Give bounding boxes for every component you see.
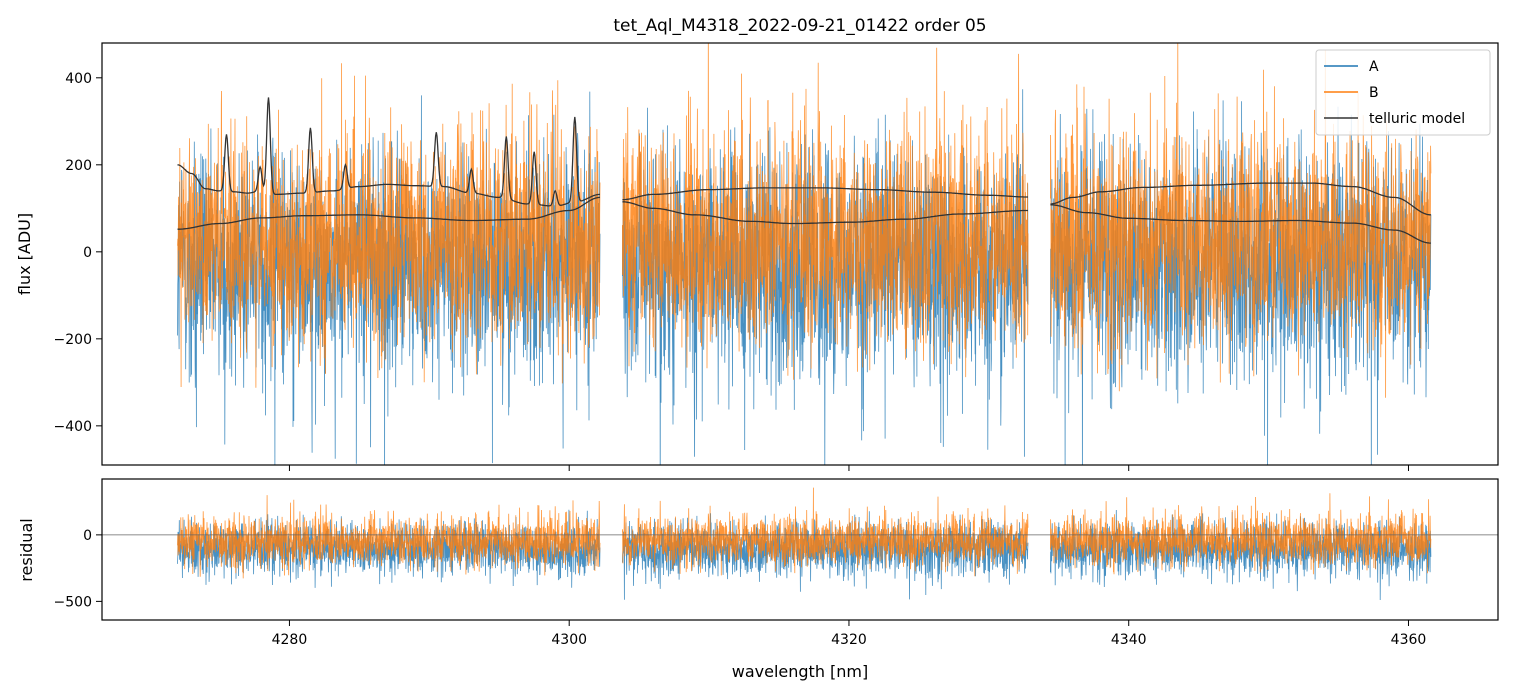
- legend: A B telluric model: [1315, 49, 1491, 136]
- chart-title: tet_Aql_M4318_2022-09-21_01422 order 05: [613, 16, 986, 36]
- top-ytick-label: 0: [83, 245, 92, 261]
- x-axis-label: wavelength [nm]: [732, 662, 869, 681]
- bottom-xtick-label: 4300: [551, 632, 587, 648]
- residual-series-b-segment-3: [1050, 493, 1432, 575]
- residual-series-b-segment-1: [177, 495, 601, 579]
- telluric-model-upper-segment-2: [622, 187, 1028, 201]
- top-series-a-segment-2: [622, 89, 1029, 465]
- top-ytick-label: −400: [54, 419, 92, 435]
- top-ytick-label: −200: [54, 332, 92, 348]
- top-axes-frame: [101, 42, 1499, 466]
- legend-label-a: A: [1369, 59, 1379, 75]
- top-series-b-segment-1: [177, 63, 601, 388]
- top-ytick-label: 200: [65, 158, 92, 174]
- bottom-panel: 0 −500 4280 4300 4320 4340 4360 residual wave…: [17, 478, 1499, 681]
- bottom-xtick-label: 4280: [272, 632, 308, 648]
- telluric-model-lower-segment-3: [1050, 204, 1431, 244]
- bottom-xtick-label: 4320: [831, 632, 867, 648]
- legend-box: [1315, 49, 1491, 136]
- bottom-y-axis-label: residual: [17, 518, 36, 581]
- telluric-model-upper-segment-3: [1050, 182, 1431, 216]
- bottom-ytick-label: 0: [83, 528, 92, 544]
- top-y-axis-label: flux [ADU]: [15, 213, 34, 295]
- residual-series-b-segment-2: [622, 487, 1029, 577]
- top-ytick-label: 400: [65, 71, 92, 87]
- bottom-xtick-label: 4340: [1111, 632, 1147, 648]
- legend-label-b: B: [1369, 85, 1379, 101]
- legend-label-telluric: telluric model: [1369, 111, 1465, 127]
- bottom-ytick-label: −500: [54, 594, 92, 610]
- telluric-model-lower-segment-2: [622, 201, 1028, 225]
- top-series-b-segment-2: [622, 43, 1029, 380]
- top-panel: 400 200 0 −200 −400 flux [ADU]: [15, 42, 1499, 471]
- bottom-axes-frame: [101, 478, 1499, 621]
- telluric-model-lower-segment-1: [177, 196, 601, 230]
- residual-series-a-segment-2: [622, 511, 1029, 600]
- telluric-model-upper-segment-1: [177, 97, 600, 207]
- top-series-b-segment-3: [1050, 43, 1432, 398]
- bottom-xtick-label: 4360: [1391, 632, 1427, 648]
